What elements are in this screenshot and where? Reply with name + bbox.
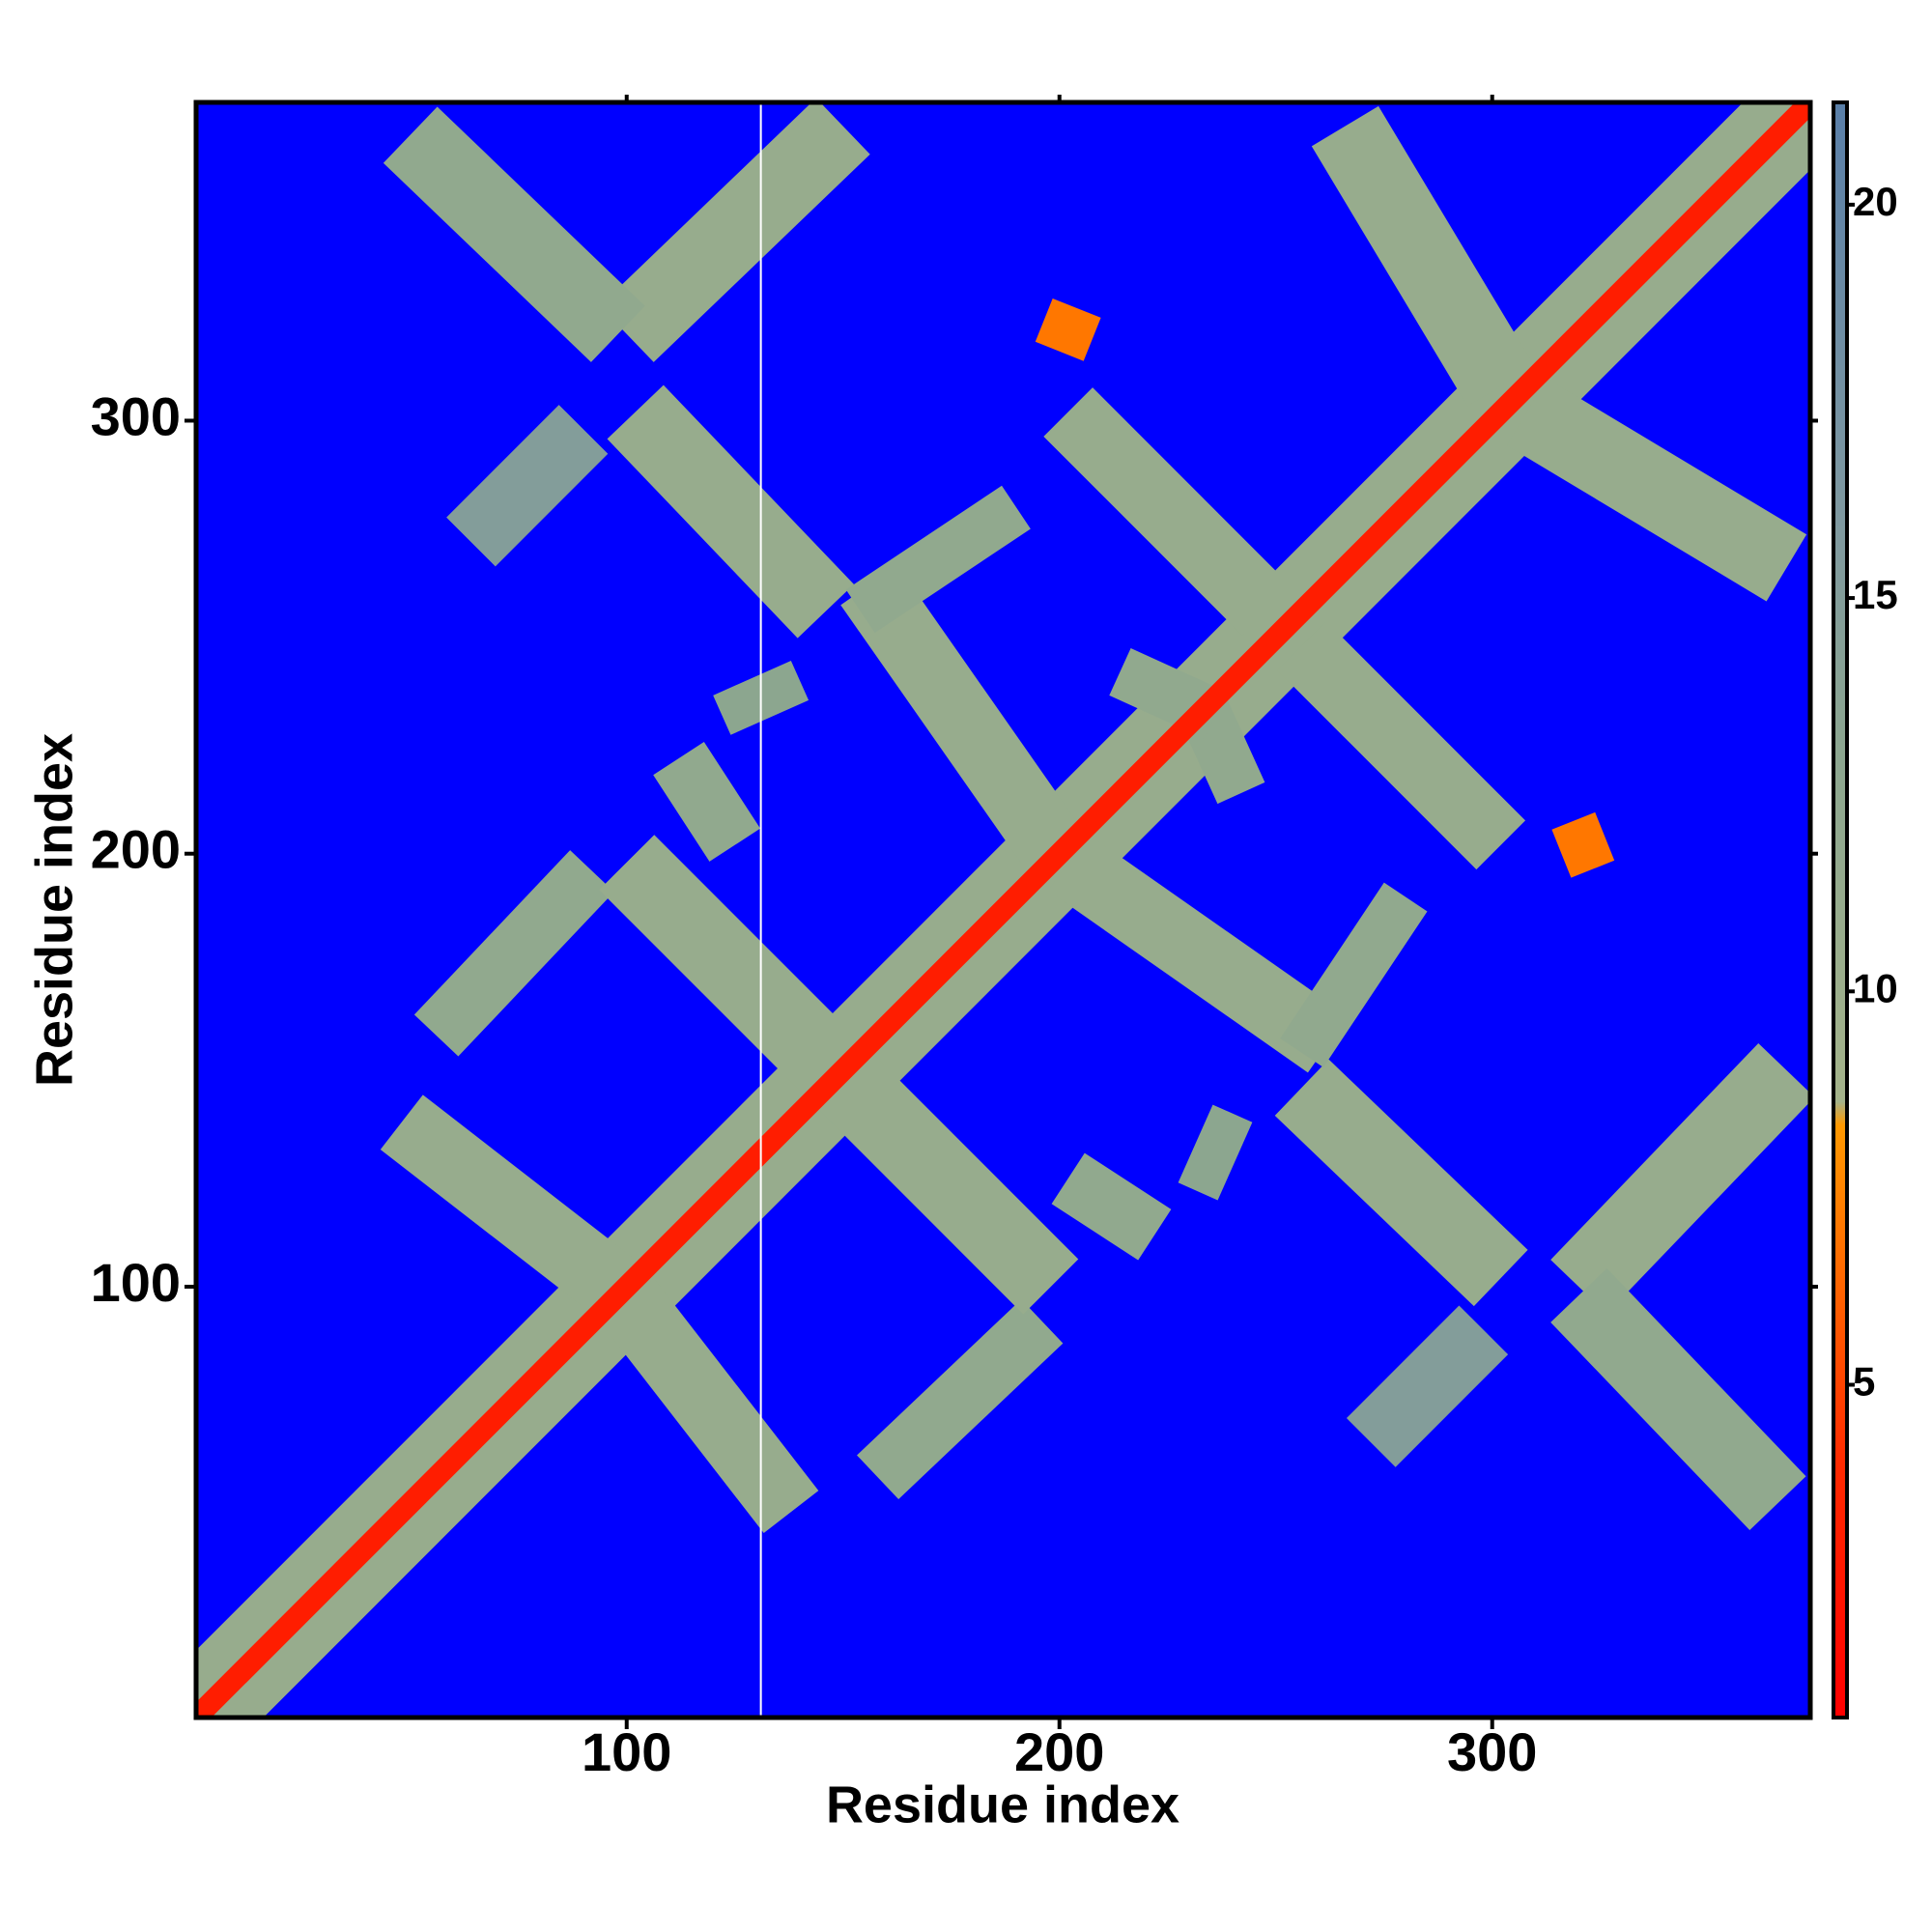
contact-band: [1178, 1104, 1253, 1201]
contact-band: [653, 742, 761, 862]
contact-band: [1506, 378, 1807, 602]
contact-band: [815, 1051, 1079, 1315]
contact-band: [413, 850, 614, 1057]
band-layer: [196, 102, 1810, 1718]
contact-band: [380, 1094, 636, 1315]
contact-band: [1274, 1059, 1528, 1307]
contact-band: [383, 106, 645, 362]
contact-band: [599, 835, 863, 1098]
contact-band: [1550, 1042, 1810, 1314]
contact-band: [1051, 1152, 1172, 1261]
contact-band: [599, 1278, 819, 1534]
contact-band: [1277, 621, 1526, 870]
x-tick-label: 100: [582, 1721, 671, 1782]
colorbar: [1832, 100, 1849, 1719]
contact-band: [1311, 105, 1535, 407]
contact-band: [1551, 811, 1615, 878]
contact-band: [840, 565, 1080, 866]
contact-band: [1346, 1305, 1509, 1467]
contact-band: [857, 1299, 1064, 1499]
contact-band: [607, 384, 854, 639]
contact-band: [845, 485, 1031, 634]
contact-band: [1280, 882, 1428, 1067]
colorbar-tick-label: 10: [1853, 965, 1898, 1010]
contact-band: [1043, 387, 1293, 637]
colorbar-tick-label: 20: [1853, 179, 1898, 224]
contact-band: [1048, 834, 1349, 1073]
x-tick-label: 200: [1014, 1721, 1104, 1782]
y-axis-title: Residue index: [25, 733, 83, 1087]
x-tick-label: 300: [1447, 1721, 1537, 1782]
contact-band: [599, 102, 870, 362]
contact-band: [1550, 1268, 1806, 1531]
contact-band: [1035, 298, 1101, 361]
plot-frame: [193, 99, 1813, 1720]
contact-band: [446, 405, 609, 567]
y-tick-label: 300: [91, 385, 181, 446]
contact-band: [196, 102, 1810, 1718]
colorbar-tick-label: 5: [1853, 1359, 1875, 1405]
x-axis-title: Residue index: [826, 1776, 1179, 1833]
y-tick-label: 100: [91, 1252, 181, 1313]
y-tick-label: 200: [91, 819, 181, 880]
colorbar-tick-label: 15: [1853, 572, 1898, 617]
